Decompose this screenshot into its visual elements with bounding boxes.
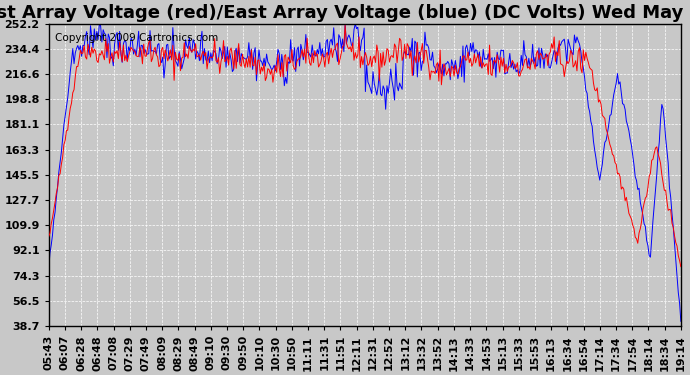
Text: Copyright 2009 Cartronics.com: Copyright 2009 Cartronics.com — [55, 33, 218, 43]
Title: West Array Voltage (red)/East Array Voltage (blue) (DC Volts) Wed May 6 19:32: West Array Voltage (red)/East Array Volt… — [0, 4, 690, 22]
